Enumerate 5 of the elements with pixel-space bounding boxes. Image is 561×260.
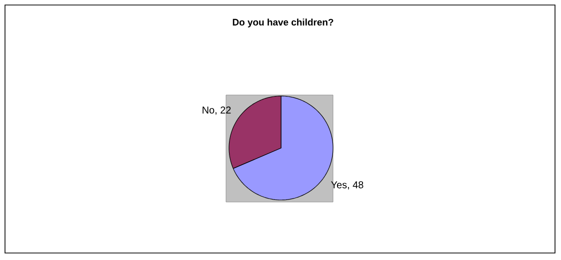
chart-title: Do you have children? (232, 18, 334, 28)
data-label: , 48 (348, 181, 364, 190)
data-label: , 22 (215, 106, 231, 115)
slice-label: No (202, 106, 214, 114)
slice-label: Yes (331, 181, 347, 188)
